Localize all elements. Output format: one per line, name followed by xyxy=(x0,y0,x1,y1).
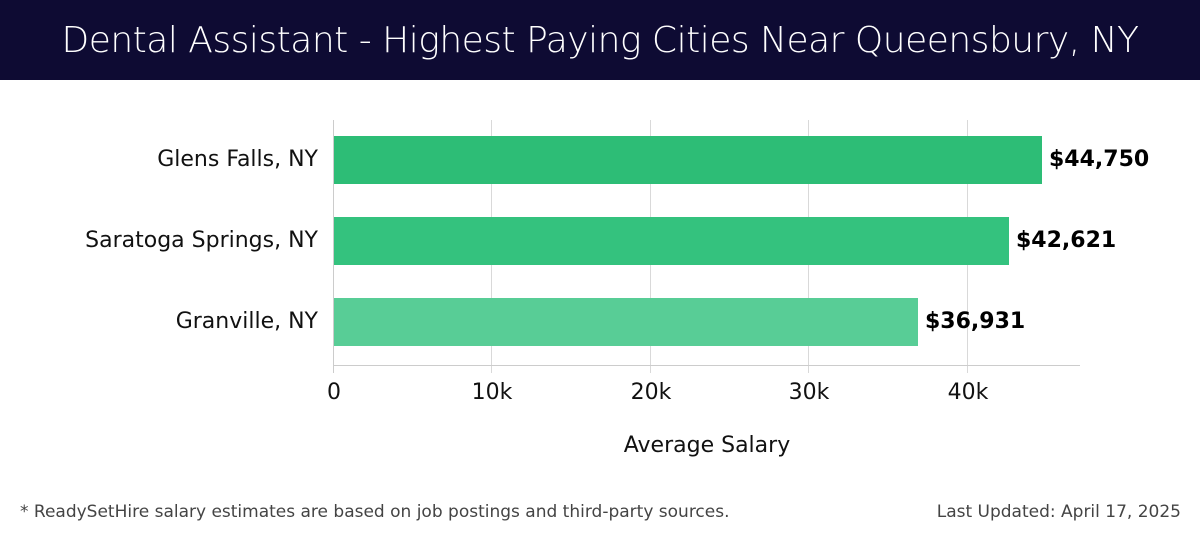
value-label: $42,621 xyxy=(1016,228,1117,253)
footnote: * ReadySetHire salary estimates are base… xyxy=(20,502,730,522)
category-label: Granville, NY xyxy=(175,309,318,334)
value-label: $36,931 xyxy=(925,309,1026,334)
x-tick-label: 20k xyxy=(630,380,672,405)
x-axis-title: Average Salary xyxy=(623,433,791,458)
category-label: Glens Falls, NY xyxy=(157,147,318,172)
chart-title: Dental Assistant - Highest Paying Cities… xyxy=(61,19,1139,61)
title-banner: Dental Assistant - Highest Paying Cities… xyxy=(0,0,1200,80)
x-tick-label: 30k xyxy=(788,380,830,405)
x-axis-line xyxy=(333,365,1080,366)
last-updated: Last Updated: April 17, 2025 xyxy=(936,502,1181,522)
x-tick-label: 10k xyxy=(471,380,513,405)
bar-glens-falls xyxy=(334,136,1042,184)
bar-saratoga-springs xyxy=(334,217,1009,265)
bar-granville xyxy=(334,298,918,346)
y-axis-line xyxy=(333,120,334,373)
category-label: Saratoga Springs, NY xyxy=(85,228,318,253)
x-tick-label: 40k xyxy=(947,380,989,405)
value-label: $44,750 xyxy=(1049,147,1150,172)
plot-area: $44,750 $42,621 $36,931 xyxy=(333,120,1149,373)
x-tick-label: 0 xyxy=(327,380,341,405)
